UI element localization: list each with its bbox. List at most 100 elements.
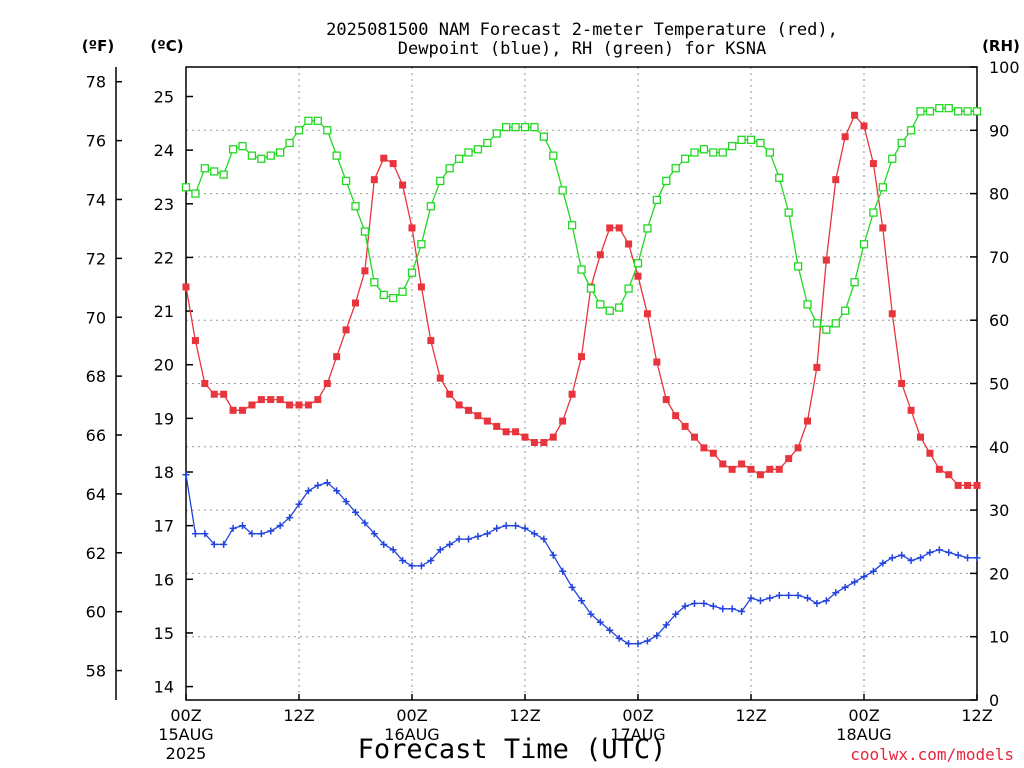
dewpoint-point [945,548,953,556]
time-tick-label-line: 00Z [170,706,201,725]
temperature-point [578,353,585,361]
fahrenheit-tick-label: 68 [86,367,106,386]
temperature-point [191,337,199,345]
rh-point [228,145,238,154]
fahrenheit-axis-label: (ºF) [82,37,114,55]
rh-point [690,148,699,157]
celsius-tick-label: 22 [154,248,174,267]
temperature-point [719,460,727,468]
temperature-point [568,390,576,398]
dewpoint-point [841,583,849,591]
dewpoint-point [832,589,840,597]
dewpoint-point [625,640,633,648]
temperature-point [756,471,764,479]
celsius-tick-label: 14 [154,678,174,697]
rh-point [784,208,793,217]
rh-line [185,107,977,331]
dewpoint-point [530,530,538,538]
temperature-point [380,154,388,162]
temperature-point [210,390,218,398]
temperature-point [295,401,303,409]
rh-tick-label: 10 [989,628,1009,647]
rh-tick-label: 70 [989,248,1009,267]
rh-tick-label: 100 [989,58,1020,77]
temperature-point [935,465,943,473]
rh-point [756,138,765,148]
dewpoint-point [549,551,557,559]
temperature-series [182,111,981,489]
dewpoint-point [634,640,642,648]
dewpoint-point [568,583,576,591]
dewpoint-point [728,605,736,613]
temperature-point [747,465,755,473]
rh-point [426,202,435,211]
rh-point [464,148,473,157]
time-tick-label: 00Z 17AUG [610,706,665,744]
dewpoint-point [766,594,774,602]
dewpoint-line [185,474,977,645]
temperature-point [785,455,793,463]
dewpoint-point [973,554,981,562]
celsius-tick-label: 16 [154,570,174,589]
dewpoint-point [869,567,877,575]
dewpoint-point [502,522,510,530]
dewpoint-point [248,530,256,538]
celsius-tick-label: 19 [154,409,174,428]
rh-point [944,103,953,113]
rh-point [671,164,680,173]
rh-point [247,151,257,160]
rh-point [219,170,228,179]
temperature-point [860,122,868,130]
temperature-point [973,481,981,489]
rh-tick-label: 20 [989,564,1009,583]
time-tick-label-line: 00Z [622,706,653,725]
dewpoint-point [417,562,425,570]
dewpoint-point [672,610,680,618]
dewpoint-point [191,530,199,538]
dewpoint-point [804,594,811,602]
rh-point [831,319,840,328]
time-tick-label-line: 16AUG [384,725,439,744]
temperature-point [257,396,265,404]
chart-title: 2025081500 NAM Forecast 2-meter Temperat… [326,20,838,59]
celsius-tick-label: 20 [154,356,174,375]
temperature-point [512,428,520,436]
temperature-point [436,374,444,382]
temperature-point [634,272,642,280]
rh-point [558,186,567,195]
time-tick-label: 12Z [961,706,992,725]
rh-point [954,107,963,116]
rh-point [963,107,972,116]
temperature-point [700,444,708,452]
dewpoint-point [333,487,341,495]
temperature-point [304,401,312,409]
rh-point [191,189,200,198]
dewpoint-point [389,546,397,554]
rh-point [812,319,822,328]
temperature-point [201,380,209,387]
dewpoint-point [653,632,661,640]
dewpoint-point [446,540,454,548]
credit-text: coolwx.com/models [850,745,1014,764]
temperature-point [286,401,294,409]
rh-tick-label: 90 [989,121,1009,140]
dewpoint-point [888,554,896,562]
dewpoint-point [361,519,369,527]
dewpoint-point [785,591,793,599]
fahrenheit-tick-label: 66 [86,426,106,445]
rh-point [624,284,633,293]
celsius-tick-label: 21 [154,302,174,321]
rh-point [643,224,652,233]
rh-point [972,107,982,116]
dewpoint-point [719,605,727,613]
temperature-point [559,417,567,425]
rh-point [238,141,247,151]
temperature-point [964,481,972,489]
rh-point [916,107,925,116]
temperature-point [945,471,953,479]
dewpoint-point [851,578,859,586]
dewpoint-point [926,548,934,556]
rh-point [520,122,530,132]
dewpoint-point [380,540,388,548]
temperature-point [483,417,491,425]
